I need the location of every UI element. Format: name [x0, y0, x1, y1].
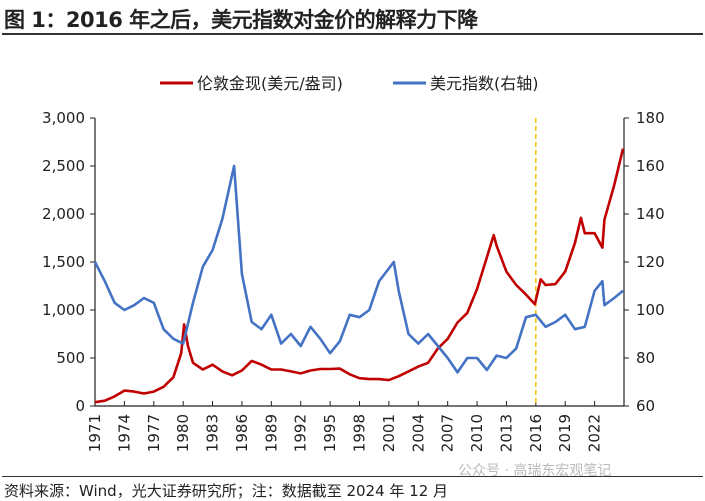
dollar-index-line	[93, 164, 624, 374]
x-tick-label: 1998	[351, 414, 369, 452]
title-divider	[2, 33, 703, 35]
left-tick-label: 2,000	[42, 205, 85, 223]
x-tick-label: 2007	[439, 414, 457, 452]
x-tick-label: 1992	[292, 414, 310, 452]
legend-label-gold: 伦敦金现(美元/盎司)	[197, 74, 343, 93]
chart-title: 图 1：2016 年之后，美元指数对金价的解释力下降	[4, 8, 478, 32]
left-tick-label: 1,500	[42, 253, 85, 271]
right-tick-label: 140	[636, 205, 665, 223]
gold-price-line	[94, 148, 625, 404]
left-tick-label: 1,000	[42, 301, 85, 319]
x-tick-label: 2010	[468, 414, 486, 452]
footer-divider	[2, 476, 703, 477]
x-tick-label: 2001	[380, 414, 398, 452]
x-tick-label: 1995	[321, 414, 339, 452]
x-tick-label: 1971	[86, 414, 104, 452]
x-tick-label: 1980	[174, 414, 192, 452]
x-tick-label: 1977	[145, 414, 163, 452]
left-tick-label: 500	[56, 349, 85, 367]
x-tick-label: 1989	[262, 414, 280, 452]
left-tick-label: 0	[75, 397, 85, 415]
watermark: 公众号 · 高瑞东宏观笔记	[458, 463, 612, 479]
x-tick-label: 2019	[556, 414, 574, 452]
source-note: 资料来源：Wind，光大证券研究所；注：数据截至 2024 年 12 月	[4, 482, 449, 500]
left-tick-label: 2,500	[42, 157, 85, 175]
x-tick-label: 1974	[115, 414, 133, 452]
right-tick-label: 180	[636, 109, 665, 127]
right-tick-label: 100	[636, 301, 665, 319]
right-tick-label: 80	[636, 349, 655, 367]
right-tick-label: 120	[636, 253, 665, 271]
axes: 0 500 1,000 1,500 2,000 2,500 3,000 60 80 100 120 1…	[42, 109, 665, 452]
x-tick-label: 2013	[497, 414, 515, 452]
legend: 伦敦金现(美元/盎司) 美元指数(右轴)	[160, 74, 539, 93]
legend-label-dxy: 美元指数(右轴)	[430, 74, 539, 93]
x-tick-label: 2004	[409, 414, 427, 452]
x-tick-label: 2016	[527, 414, 545, 452]
x-tick-label: 2022	[586, 414, 604, 452]
right-tick-label: 60	[636, 397, 655, 415]
left-tick-label: 3,000	[42, 109, 85, 127]
right-tick-label: 160	[636, 157, 665, 175]
x-tick-label: 1983	[204, 414, 222, 452]
x-tick-label: 1986	[233, 414, 251, 452]
series-lines	[93, 148, 625, 404]
